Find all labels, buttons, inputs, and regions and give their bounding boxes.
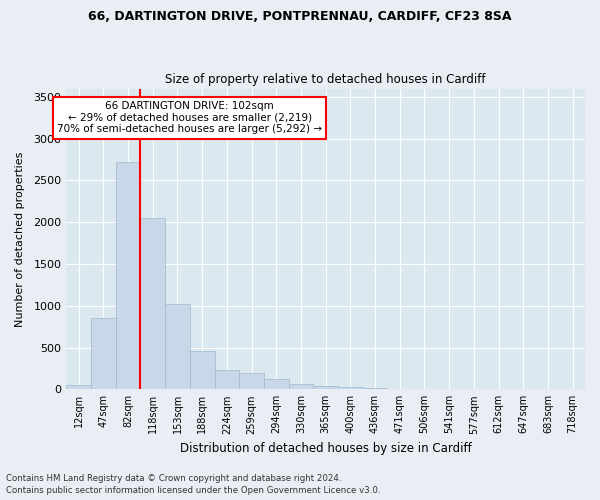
Bar	[239, 373, 264, 390]
Bar	[289, 384, 313, 390]
Title: Size of property relative to detached houses in Cardiff: Size of property relative to detached ho…	[166, 73, 486, 86]
Bar	[338, 387, 363, 390]
Bar	[140, 218, 165, 390]
X-axis label: Distribution of detached houses by size in Cardiff: Distribution of detached houses by size …	[180, 442, 472, 455]
Text: 66 DARTINGTON DRIVE: 102sqm
← 29% of detached houses are smaller (2,219)
70% of : 66 DARTINGTON DRIVE: 102sqm ← 29% of det…	[58, 101, 322, 134]
Bar	[165, 304, 190, 390]
Text: Contains HM Land Registry data © Crown copyright and database right 2024.
Contai: Contains HM Land Registry data © Crown c…	[6, 474, 380, 495]
Y-axis label: Number of detached properties: Number of detached properties	[15, 151, 25, 326]
Bar	[91, 318, 116, 390]
Bar	[215, 370, 239, 390]
Bar	[363, 388, 388, 390]
Bar	[313, 386, 338, 390]
Bar	[190, 351, 215, 390]
Bar	[116, 162, 140, 390]
Bar	[67, 384, 91, 390]
Text: 66, DARTINGTON DRIVE, PONTPRENNAU, CARDIFF, CF23 8SA: 66, DARTINGTON DRIVE, PONTPRENNAU, CARDI…	[88, 10, 512, 23]
Bar	[264, 380, 289, 390]
